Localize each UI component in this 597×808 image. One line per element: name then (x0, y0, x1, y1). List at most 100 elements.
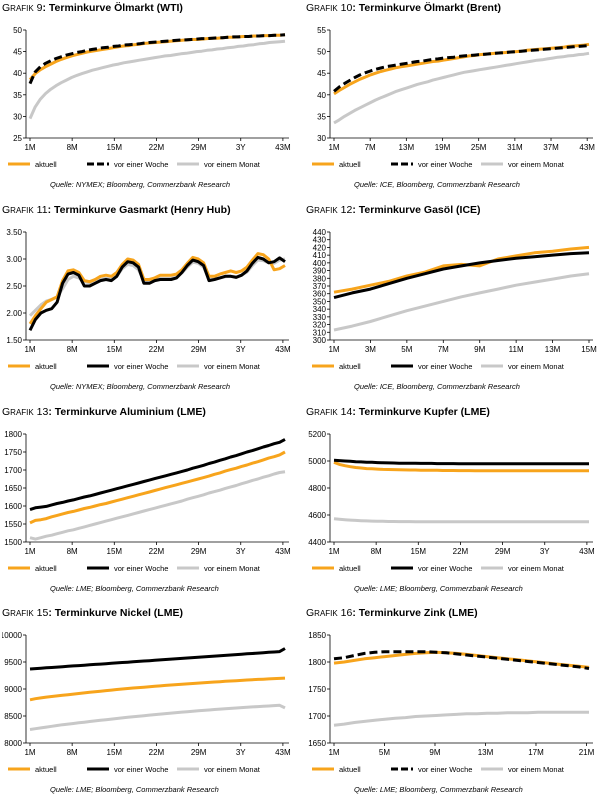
series-line-vor-einer-Woche (28, 33, 286, 85)
y-tick-label: 1550 (4, 520, 22, 529)
chart-panel-11: GRAFIK 11: Terminkurve Gasmarkt (Henry H… (2, 204, 295, 404)
y-tick-label: 8500 (4, 712, 22, 721)
chart-panel-14: GRAFIK 14: Terminkurve Kupfer (LME) 4400 4… (306, 406, 597, 606)
y-tick-label: 25 (13, 134, 22, 143)
series-line-aktuell (28, 33, 286, 81)
chart-title: GRAFIK 11: Terminkurve Gasmarkt (Henry H… (2, 204, 231, 216)
y-tick-label: 300 (313, 336, 327, 345)
legend-label: vor einer Woche (418, 564, 472, 573)
title-number: 10 (340, 2, 353, 14)
x-tick-label: 1M (328, 143, 339, 152)
title-prefix-initial: G (306, 607, 315, 619)
y-tick-label: 10000 (2, 631, 23, 640)
x-tick-label: 8M (67, 345, 78, 354)
title-prefix-rest: RAFIK (314, 206, 338, 215)
x-tick-label: 1M (24, 547, 35, 556)
x-tick-label: 19M (435, 143, 451, 152)
line-chart: 1650 1700 1750 1800 1850 1M 5M 9M 13M 17M 21M aktue… (308, 631, 595, 774)
x-tick-label: 13M (478, 748, 494, 757)
source-note: Quelle: NYMEX; Bloomberg, Commerzbank Re… (50, 382, 231, 391)
x-tick-label: 25M (471, 143, 487, 152)
x-tick-label: 1M (24, 748, 35, 757)
title-prefix-rest: RAFIK (10, 206, 34, 215)
series-line-vor-einer-Woche (333, 44, 590, 93)
x-tick-label: 43M (579, 143, 595, 152)
series-line-vor-einer-Woche (29, 438, 286, 512)
title-prefix-initial: G (306, 406, 315, 418)
title-prefix-rest: RAFIK (10, 408, 34, 417)
chart-title: GRAFIK 12: Terminkurve Gasöl (ICE) (306, 204, 481, 216)
legend-label: aktuell (35, 564, 57, 573)
series-line-aktuell (333, 650, 590, 669)
x-tick-label: 22M (149, 345, 165, 354)
title-prefix-rest: RAFIK (314, 609, 338, 618)
y-tick-label: 330 (313, 313, 327, 322)
legend-label: aktuell (339, 362, 361, 371)
chart-panel-10: GRAFIK 10: Terminkurve Ölmarkt (Brent) 30… (306, 2, 597, 202)
x-tick-label: 1M (328, 547, 339, 556)
legend-label: aktuell (35, 362, 57, 371)
y-tick-label: 1850 (308, 631, 326, 640)
x-tick-label: 15M (107, 345, 123, 354)
line-chart: 25 30 35 40 45 50 1M 8M 15M 22M 29M 3Y 43M aktuell vor… (8, 26, 291, 169)
y-tick-label: 5200 (308, 430, 326, 439)
y-tick-label: 4600 (308, 511, 326, 520)
legend-label: aktuell (339, 160, 361, 169)
x-tick-label: 21M (579, 748, 595, 757)
x-tick-label: 37M (543, 143, 559, 152)
x-tick-label: 15M (411, 547, 427, 556)
title-number: 16 (340, 607, 353, 619)
source-note: Quelle: LME; Bloomberg, Commerzbank Rese… (50, 584, 219, 593)
legend-label: vor einer Woche (418, 362, 472, 371)
x-tick-label: 9M (429, 748, 440, 757)
x-tick-label: 29M (191, 547, 207, 556)
x-tick-label: 3Y (236, 143, 246, 152)
y-tick-label: 1700 (308, 712, 326, 721)
title-text: Terminkurve Zink (LME) (358, 607, 478, 619)
legend-label: aktuell (35, 765, 57, 774)
source-note: Quelle: ICE, Bloomberg, Commerzbank Rese… (354, 382, 520, 391)
y-tick-label: 30 (317, 134, 326, 143)
y-tick-label: 35 (13, 91, 22, 100)
y-tick-label: 1800 (4, 430, 22, 439)
title-prefix-rest: RAFIK (314, 408, 338, 417)
chart-panel-16: GRAFIK 16: Terminkurve Zink (LME) 1650 170… (306, 607, 597, 807)
y-tick-label: 8000 (4, 739, 22, 748)
title-number: 13 (36, 406, 49, 418)
legend-label: vor einem Monat (204, 564, 261, 573)
legend-label: vor einem Monat (204, 160, 261, 169)
y-tick-label: 40 (317, 91, 326, 100)
x-tick-label: 1M (24, 143, 35, 152)
series-line-aktuell (333, 460, 589, 473)
x-tick-label: 29M (191, 748, 207, 757)
y-tick-label: 350 (313, 297, 327, 306)
y-tick-label: 50 (317, 48, 326, 57)
y-tick-label: 390 (313, 267, 327, 276)
y-tick-label: 4400 (308, 538, 326, 547)
x-tick-label: 31M (507, 143, 523, 152)
legend-label: vor einem Monat (508, 362, 565, 371)
series-line-aktuell (333, 42, 590, 96)
y-tick-label: 1.50 (6, 336, 22, 345)
legend-label: vor einer Woche (114, 160, 168, 169)
x-tick-label: 3Y (236, 748, 246, 757)
title-number: 11 (36, 204, 48, 216)
x-tick-label: 5M (401, 345, 412, 354)
x-tick-label: 3Y (236, 345, 246, 354)
x-tick-label: 43M (579, 547, 595, 556)
title-prefix-initial: G (2, 204, 11, 216)
title-prefix-rest: RAFIK (10, 4, 34, 13)
y-tick-label: 440 (313, 228, 327, 237)
title-text: Terminkurve Nickel (LME) (54, 607, 183, 619)
series-line-vor-einem-Monat (333, 517, 589, 524)
series-line-aktuell (29, 450, 286, 525)
y-tick-label: 1700 (4, 466, 22, 475)
series-line-aktuell (29, 676, 286, 702)
x-tick-label: 3M (365, 345, 376, 354)
series-line-vor-einer-Woche (333, 458, 589, 466)
y-tick-label: 3.00 (6, 255, 22, 264)
y-tick-label: 2.00 (6, 309, 22, 318)
y-tick-label: 320 (313, 321, 327, 330)
series-line-vor-einer-Woche (29, 647, 286, 671)
y-tick-label: 1600 (4, 502, 22, 511)
